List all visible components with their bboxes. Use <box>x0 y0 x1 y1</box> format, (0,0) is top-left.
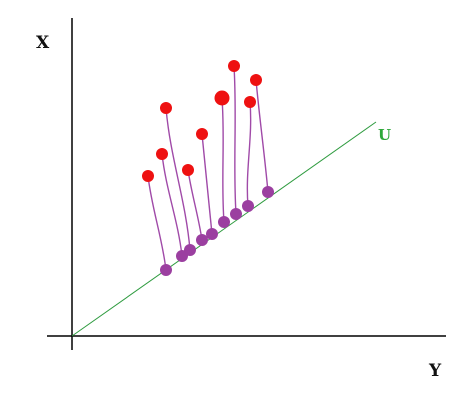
projected-point <box>196 234 208 246</box>
horizontal-axis-label: Y <box>428 361 442 381</box>
projected-point <box>218 216 230 228</box>
projection-connector <box>201 133 213 235</box>
original-point <box>214 90 230 106</box>
projected-points <box>160 186 274 276</box>
projection-connector <box>221 97 225 223</box>
projection-connector <box>246 101 252 207</box>
original-point <box>156 148 168 160</box>
projected-point <box>184 244 196 256</box>
original-point <box>160 102 172 114</box>
projected-point <box>262 186 274 198</box>
original-points <box>142 60 262 182</box>
original-point <box>182 164 194 176</box>
projected-point <box>160 264 172 276</box>
projected-point <box>242 200 254 212</box>
projection-connector <box>233 65 237 215</box>
projection-line-u <box>71 121 377 337</box>
projection-connectors <box>147 65 269 271</box>
projection-connector <box>165 107 191 251</box>
projection-connector <box>187 169 203 241</box>
projected-point <box>206 228 218 240</box>
projection-connector <box>255 79 269 193</box>
original-point <box>244 96 256 108</box>
vertical-axis-label: X <box>36 33 50 53</box>
original-point <box>228 60 240 72</box>
projection-line-label: U <box>378 126 391 144</box>
projection-connector <box>147 175 167 271</box>
projection-connector <box>161 153 183 257</box>
original-point <box>196 128 208 140</box>
projected-point <box>230 208 242 220</box>
original-point <box>250 74 262 86</box>
original-point <box>142 170 154 182</box>
